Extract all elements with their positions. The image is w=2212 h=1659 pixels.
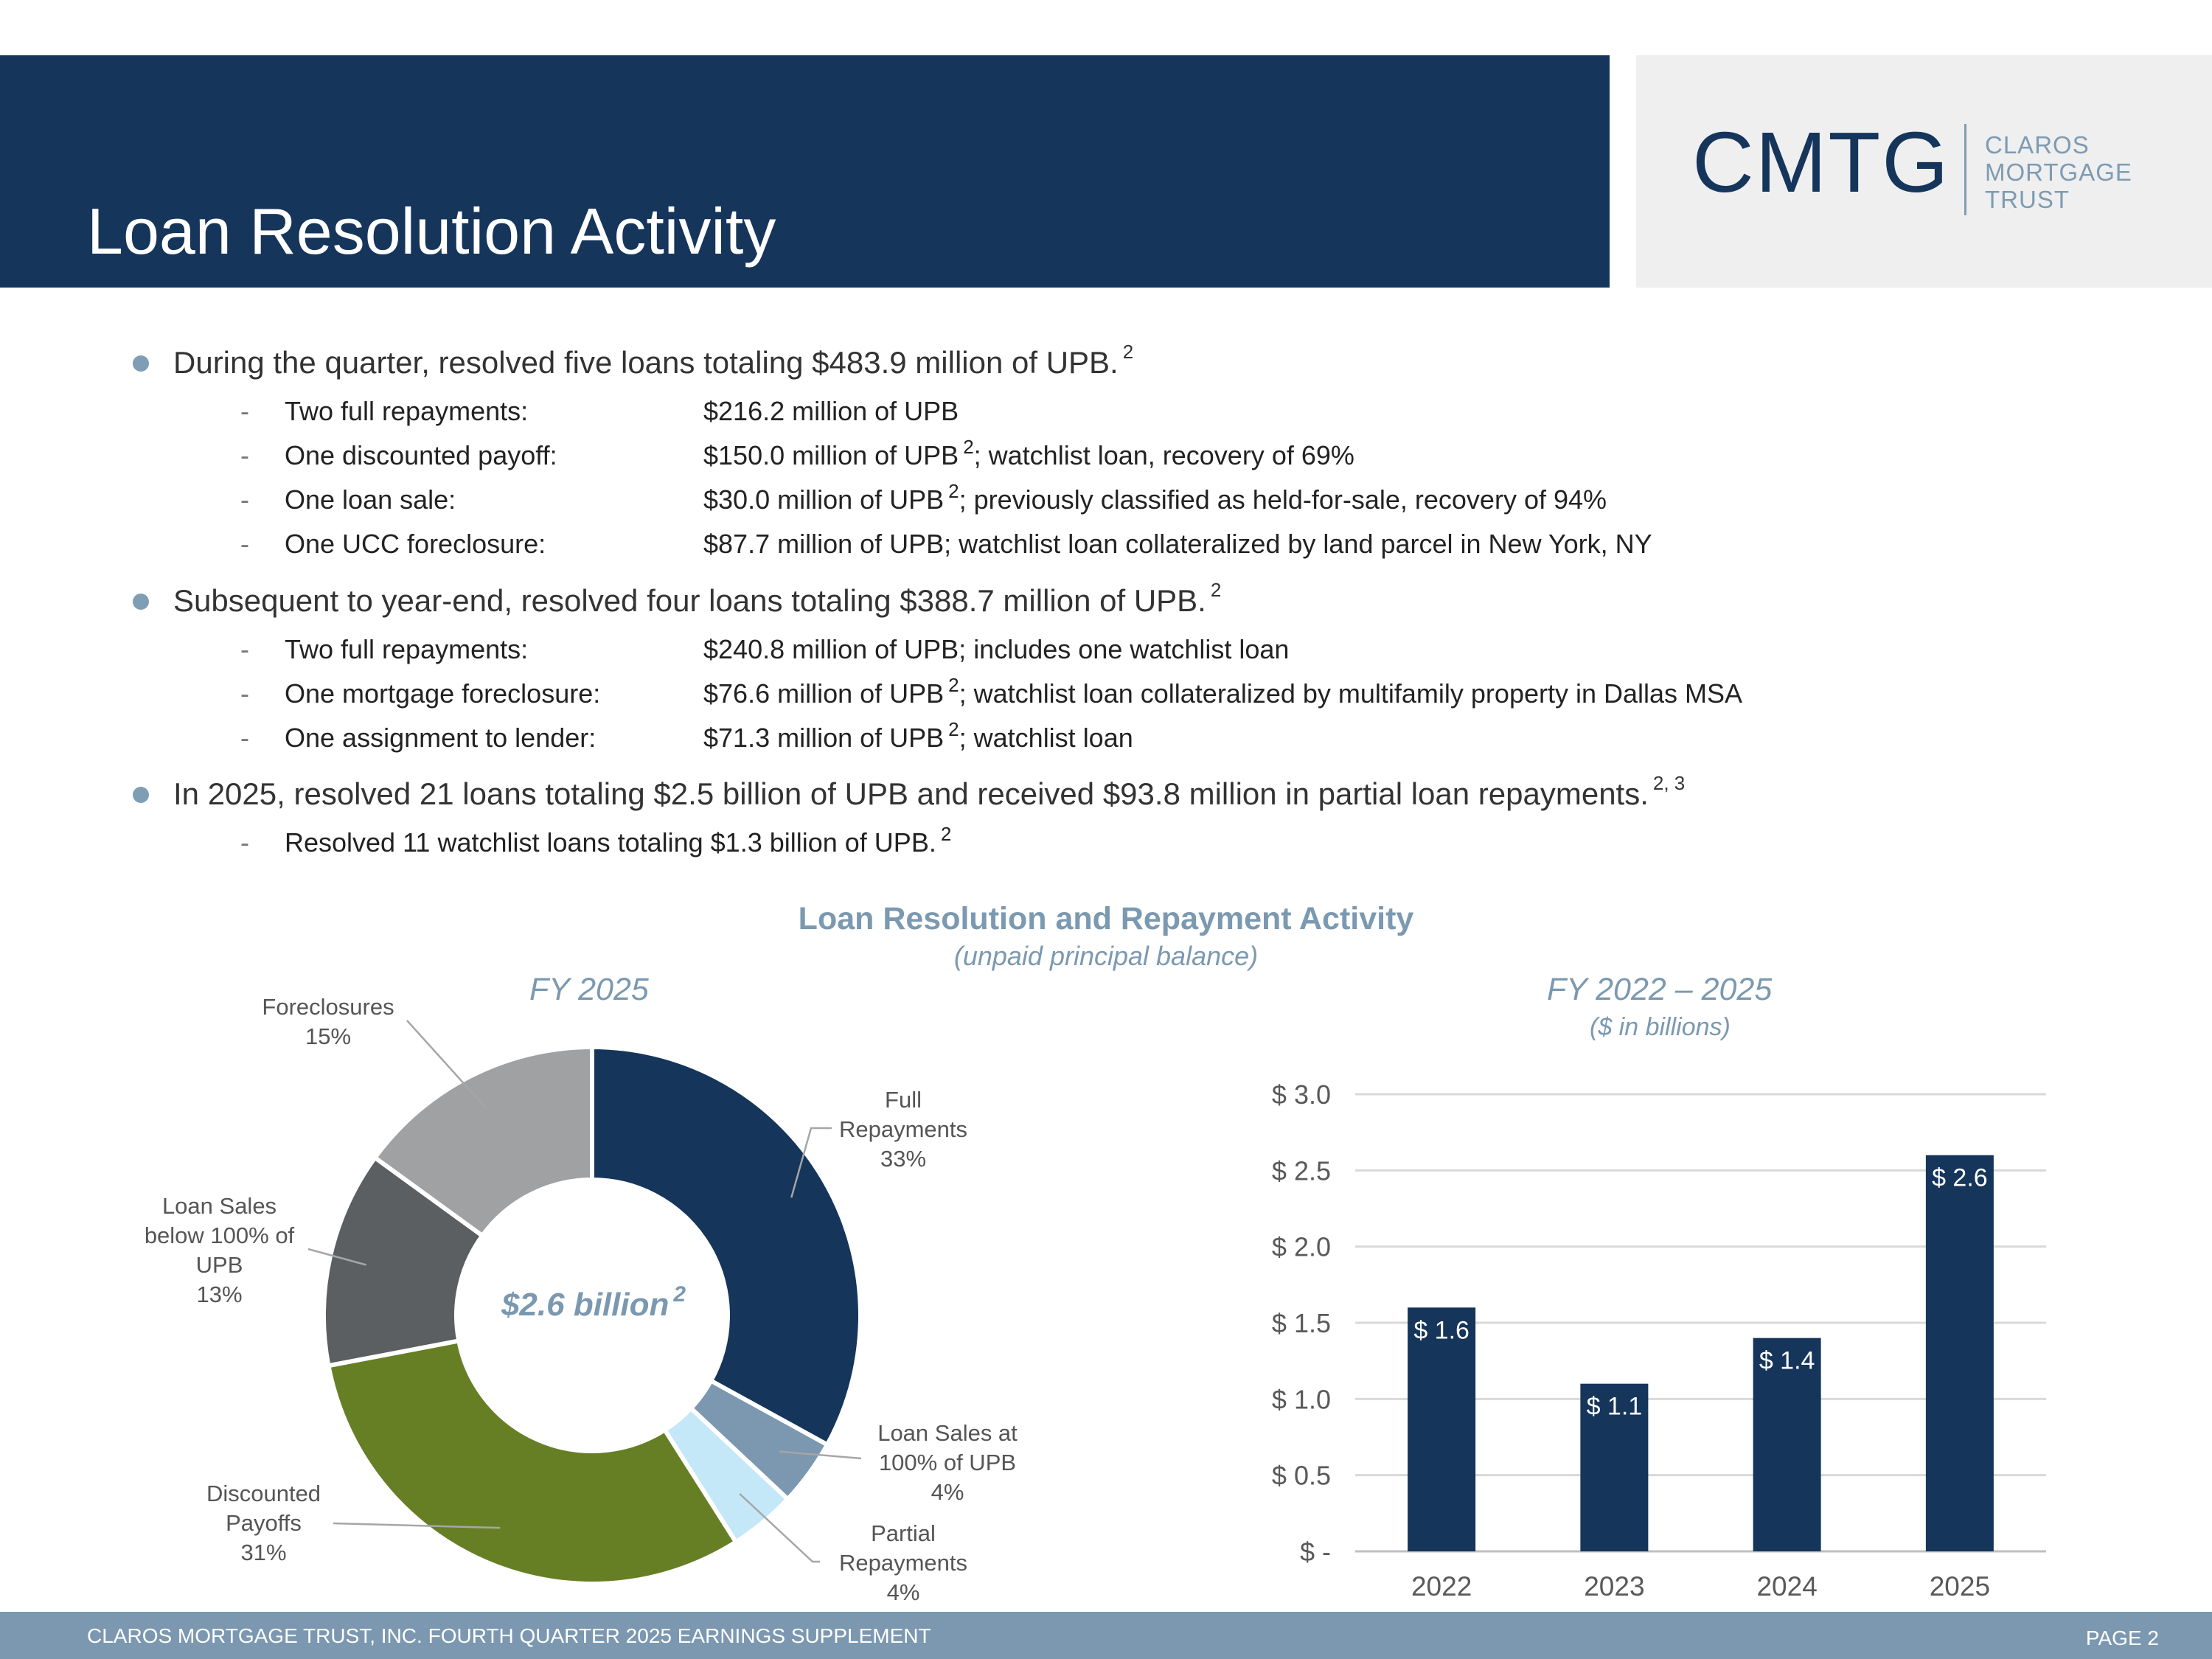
leader-line — [779, 1450, 862, 1460]
chart-subtitle: (unpaid principal balance) — [953, 941, 1259, 971]
leader-line — [406, 1020, 488, 1110]
bar-data-label: $ 1.4 — [1759, 1347, 1815, 1375]
y-tick-label: $ 2.0 — [1272, 1232, 1331, 1262]
sub-item-value: $76.6 million of UPB 2; watchlist loan co… — [703, 674, 1743, 709]
sub-item-label: One assignment to lender: — [285, 723, 597, 753]
x-tick-label: 2023 — [1584, 1571, 1644, 1601]
sub-item-value: $150.0 million of UPB 2; watchlist loan, … — [703, 436, 1354, 470]
x-tick-label: 2022 — [1411, 1571, 1472, 1601]
pie-label-full-repayments: Full Repayments 33% — [838, 1087, 968, 1172]
y-tick-label: $ 1.5 — [1272, 1308, 1331, 1338]
sub-item-label: One loan sale: — [285, 484, 456, 515]
bar — [1580, 1383, 1649, 1551]
sub-item-label: One mortgage foreclosure: — [285, 678, 601, 709]
donut-slice — [590, 1044, 863, 1448]
sub-item-value: $87.7 million of UPB; watchlist loan col… — [703, 529, 1652, 559]
y-tick-label: $ 3.0 — [1272, 1079, 1331, 1110]
donut-slice — [325, 1338, 740, 1587]
dash-icon: - — [240, 529, 249, 559]
dash-icon: - — [240, 396, 249, 426]
logo-word: TRUST — [1985, 186, 2070, 213]
bullet-text: Subsequent to year-end, resolved four lo… — [173, 579, 1222, 618]
bar — [1408, 1307, 1476, 1551]
pie-label-partial-repayments: Partial Repayments 4% — [838, 1520, 968, 1605]
bullet-text: During the quarter, resolved five loans … — [173, 341, 1134, 380]
pie-label-foreclosures: Foreclosures 15% — [262, 994, 394, 1049]
sub-item-label: One UCC foreclosure: — [285, 529, 546, 559]
leader-line — [790, 1127, 832, 1198]
logo-word: CLAROS — [1985, 131, 2090, 159]
logo-panel — [1636, 55, 2212, 288]
sub-item-label: Resolved 11 watchlist loans totaling $1.… — [285, 823, 952, 858]
y-tick-label: $ 0.5 — [1272, 1461, 1331, 1491]
bar-chart-subtitle: ($ in billions) — [1590, 1013, 1731, 1041]
sub-item-label: One discounted payoff: — [285, 440, 557, 470]
logo-wordmark: CLAROS MORTGAGE TRUST — [1985, 131, 2132, 213]
bar-data-label: $ 1.6 — [1413, 1316, 1470, 1344]
logo-divider — [1964, 124, 1966, 215]
bullet-dot-icon — [133, 594, 149, 610]
donut-slice — [372, 1044, 594, 1239]
footer-text: CLAROS MORTGAGE TRUST, INC. FOURTH QUART… — [87, 1624, 931, 1647]
bar-data-label: $ 2.6 — [1932, 1164, 1988, 1192]
pie-label-loan-sales-at-100: Loan Sales at 100% of UPB 4% — [877, 1420, 1018, 1505]
pie-label-discounted-payoffs: Discounted Payoffs 31% — [206, 1481, 321, 1565]
bar — [1925, 1155, 1994, 1551]
donut-center-label: $2.6 billion 2 — [501, 1282, 686, 1323]
donut-chart-title: FY 2025 — [529, 972, 649, 1007]
dash-icon: - — [240, 827, 249, 858]
leader-line — [333, 1522, 501, 1529]
leader-line — [307, 1248, 366, 1266]
dash-icon: - — [240, 634, 249, 664]
pie-label-loan-sales-below-100: Loan Sales below 100% of UPB 13% — [144, 1193, 295, 1307]
bar-data-label: $ 1.1 — [1587, 1393, 1643, 1421]
sub-item-value: $240.8 million of UPB; includes one watc… — [703, 634, 1290, 664]
dash-icon: - — [240, 678, 249, 709]
bar-chart-title: FY 2022 – 2025 — [1547, 972, 1773, 1007]
logo-word: MORTGAGE — [1985, 159, 2132, 186]
page-title: Loan Resolution Activity — [87, 195, 776, 268]
sub-item-label: Two full repayments: — [285, 634, 529, 664]
bullet-dot-icon — [133, 787, 149, 803]
footer-band — [0, 1612, 2212, 1659]
bullet-dot-icon — [133, 355, 149, 372]
chart-title: Loan Resolution and Repayment Activity — [798, 901, 1414, 936]
dash-icon: - — [240, 723, 249, 753]
sub-item-value: $71.3 million of UPB 2; watchlist loan — [703, 718, 1133, 753]
bullet-text: In 2025, resolved 21 loans totaling $2.5… — [173, 772, 1686, 811]
dash-icon: - — [240, 484, 249, 515]
leader-line — [739, 1493, 820, 1563]
y-tick-label: $ 1.0 — [1272, 1384, 1331, 1414]
dash-icon: - — [240, 440, 249, 470]
sub-item-value: $216.2 million of UPB — [703, 396, 959, 426]
sub-item-label: Two full repayments: — [285, 396, 529, 426]
header-band — [0, 55, 1610, 288]
page-number: PAGE 2 — [2085, 1627, 2159, 1649]
y-tick-label: $ 2.5 — [1272, 1155, 1331, 1186]
donut-slice — [321, 1154, 486, 1368]
y-tick-label: $ - — [1300, 1537, 1331, 1567]
x-tick-label: 2025 — [1930, 1571, 1990, 1601]
logo-mark: CMTG — [1692, 114, 1950, 210]
bar — [1753, 1338, 1821, 1551]
sub-item-value: $30.0 million of UPB 2; previously classi… — [703, 480, 1607, 515]
x-tick-label: 2024 — [1756, 1571, 1817, 1601]
